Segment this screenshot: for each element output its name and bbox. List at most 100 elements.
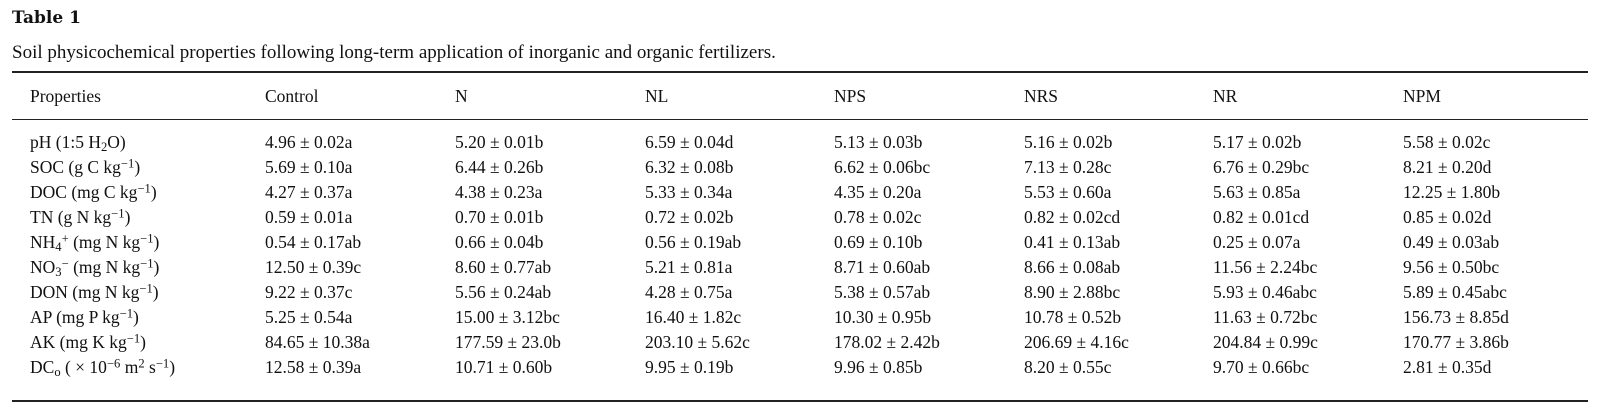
- column-header-properties: Properties: [30, 85, 101, 106]
- table-cell: 9.96 ± 0.85b: [834, 357, 923, 377]
- table-cell: 15.00 ± 3.12bc: [455, 307, 560, 327]
- table-cell: 11.63 ± 0.72bc: [1213, 307, 1318, 327]
- table-cell: 0.82 ± 0.02cd: [1024, 207, 1121, 227]
- column-header-nps: NPS: [834, 85, 867, 106]
- table-cell: 0.41 ± 0.13ab: [1024, 232, 1121, 252]
- table-cell: 177.59 ± 23.0b: [455, 332, 561, 352]
- table-cell: 8.60 ± 0.77ab: [455, 257, 552, 277]
- table-row: DOC (mg C kg−1) 4.27 ± 0.37a 4.38 ± 0.23a 5…: [12, 180, 1588, 205]
- table-bottom-rule: [12, 400, 1588, 402]
- table-cell: 0.54 ± 0.17ab: [265, 232, 362, 252]
- table-cell: 2.81 ± 0.35d: [1403, 357, 1492, 377]
- table-cell: 8.90 ± 2.88bc: [1024, 282, 1121, 302]
- table-cell: 6.76 ± 0.29bc: [1213, 157, 1310, 177]
- row-property-label: AP (mg P kg−1): [30, 306, 139, 327]
- table-caption: Soil physicochemical properties followin…: [12, 42, 776, 63]
- row-property-label: SOC (g C kg−1): [30, 156, 141, 177]
- table-row: NH4+ (mg N kg−1) 0.54 ± 0.17ab 0.66 ± 0.04…: [12, 230, 1588, 255]
- row-property-label: DCo ( × 10−6 m2 s−1): [30, 356, 176, 380]
- table-cell: 11.56 ± 2.24bc: [1213, 257, 1318, 277]
- table-cell: 6.44 ± 0.26b: [455, 157, 544, 177]
- table-cell: 8.20 ± 0.55c: [1024, 357, 1112, 377]
- table-cell: 0.25 ± 0.07a: [1213, 232, 1301, 252]
- table-cell: 5.20 ± 0.01b: [455, 132, 544, 152]
- table-cell: 170.77 ± 3.86b: [1403, 332, 1509, 352]
- table-body: pH (1:5 H2O) 4.96 ± 0.02a 5.20 ± 0.01b 6.59…: [12, 119, 1588, 380]
- table-cell: 5.53 ± 0.60a: [1024, 182, 1112, 202]
- table-cell: 5.21 ± 0.81a: [645, 257, 733, 277]
- table-row: DCo ( × 10−6 m2 s−1) 12.58 ± 0.39a 10.71 ±…: [12, 355, 1588, 380]
- table-cell: 0.56 ± 0.19ab: [645, 232, 742, 252]
- table-row: TN (g N kg−1) 0.59 ± 0.01a 0.70 ± 0.01b 0.7…: [12, 205, 1588, 230]
- table-cell: 12.25 ± 1.80b: [1403, 182, 1501, 202]
- row-property-label: TN (g N kg−1): [30, 206, 131, 227]
- table-cell: 0.49 ± 0.03ab: [1403, 232, 1500, 252]
- table-cell: 0.70 ± 0.01b: [455, 207, 544, 227]
- table-cell: 6.62 ± 0.06bc: [834, 157, 931, 177]
- table-cell: 9.70 ± 0.66bc: [1213, 357, 1310, 377]
- table-cell: 203.10 ± 5.62c: [645, 332, 750, 352]
- table-row: AP (mg P kg−1) 5.25 ± 0.54a 15.00 ± 3.12bc…: [12, 305, 1588, 330]
- column-header-nl: NL: [645, 85, 669, 106]
- table-cell: 5.89 ± 0.45abc: [1403, 282, 1507, 302]
- row-property-label: pH (1:5 H2O): [30, 132, 126, 155]
- column-header-control: Control: [265, 85, 319, 106]
- table-cell: 0.82 ± 0.01cd: [1213, 207, 1310, 227]
- table-cell: 0.78 ± 0.02c: [834, 207, 922, 227]
- table-cell: 4.28 ± 0.75a: [645, 282, 733, 302]
- row-property-label: NH4+ (mg N kg−1): [30, 231, 160, 255]
- table-cell: 10.30 ± 0.95b: [834, 307, 932, 327]
- table-cell: 178.02 ± 2.42b: [834, 332, 940, 352]
- table-cell: 6.32 ± 0.08b: [645, 157, 734, 177]
- table-cell: 0.69 ± 0.10b: [834, 232, 923, 252]
- table-cell: 5.25 ± 0.54a: [265, 307, 353, 327]
- table-cell: 9.95 ± 0.19b: [645, 357, 734, 377]
- table-row: pH (1:5 H2O) 4.96 ± 0.02a 5.20 ± 0.01b 6.59…: [12, 130, 1588, 155]
- table-cell: 0.85 ± 0.02d: [1403, 207, 1492, 227]
- table-cell: 4.96 ± 0.02a: [265, 132, 353, 152]
- table-cell: 84.65 ± 10.38a: [265, 332, 370, 352]
- row-property-label: DON (mg N kg−1): [30, 281, 159, 302]
- table-cell: 12.58 ± 0.39a: [265, 357, 362, 377]
- table-cell: 5.63 ± 0.85a: [1213, 182, 1301, 202]
- table-cell: 5.33 ± 0.34a: [645, 182, 733, 202]
- table-cell: 206.69 ± 4.16c: [1024, 332, 1129, 352]
- table-cell: 204.84 ± 0.99c: [1213, 332, 1318, 352]
- table-cell: 5.56 ± 0.24ab: [455, 282, 552, 302]
- table-cell: 9.56 ± 0.50bc: [1403, 257, 1500, 277]
- table-row: SOC (g C kg−1) 5.69 ± 0.10a 6.44 ± 0.26b 6.…: [12, 155, 1588, 180]
- table-cell: 5.93 ± 0.46abc: [1213, 282, 1317, 302]
- column-header-nr: NR: [1213, 85, 1238, 106]
- table-cell: 4.27 ± 0.37a: [265, 182, 353, 202]
- table-cell: 0.66 ± 0.04b: [455, 232, 544, 252]
- table-row: NO3− (mg N kg−1) 12.50 ± 0.39c 8.60 ± 0.77…: [12, 255, 1588, 280]
- table-cell: 5.17 ± 0.02b: [1213, 132, 1302, 152]
- table-cell: 12.50 ± 0.39c: [265, 257, 362, 277]
- table-cell: 8.66 ± 0.08ab: [1024, 257, 1121, 277]
- row-property-label: AK (mg K kg−1): [30, 331, 146, 352]
- data-table: Properties Control N NL NPS NRS NR NPM p…: [12, 73, 1588, 380]
- table-row: DON (mg N kg−1) 9.22 ± 0.37c 5.56 ± 0.24ab…: [12, 280, 1588, 305]
- table-top-rule: [12, 71, 1588, 73]
- table-cell: 4.38 ± 0.23a: [455, 182, 543, 202]
- table-cell: 156.73 ± 8.85d: [1403, 307, 1509, 327]
- table-row: AK (mg K kg−1) 84.65 ± 10.38a 177.59 ± 23.…: [12, 330, 1588, 355]
- table-cell: 16.40 ± 1.82c: [645, 307, 742, 327]
- table-cell: 10.78 ± 0.52b: [1024, 307, 1122, 327]
- table-header-row: Properties Control N NL NPS NRS NR NPM: [12, 73, 1588, 119]
- table-cell: 5.38 ± 0.57ab: [834, 282, 931, 302]
- column-header-n: N: [455, 85, 468, 106]
- table-cell: 0.72 ± 0.02b: [645, 207, 734, 227]
- table-cell: 5.13 ± 0.03b: [834, 132, 923, 152]
- column-header-npm: NPM: [1403, 85, 1441, 106]
- table-cell: 4.35 ± 0.20a: [834, 182, 922, 202]
- table-cell: 5.58 ± 0.02c: [1403, 132, 1491, 152]
- table-cell: 8.71 ± 0.60ab: [834, 257, 931, 277]
- table-cell: 6.59 ± 0.04d: [645, 132, 734, 152]
- row-property-label: NO3− (mg N kg−1): [30, 256, 160, 280]
- table-header-rule: [12, 119, 1588, 120]
- table-cell: 7.13 ± 0.28c: [1024, 157, 1112, 177]
- table-cell: 10.71 ± 0.60b: [455, 357, 553, 377]
- table-cell: 9.22 ± 0.37c: [265, 282, 353, 302]
